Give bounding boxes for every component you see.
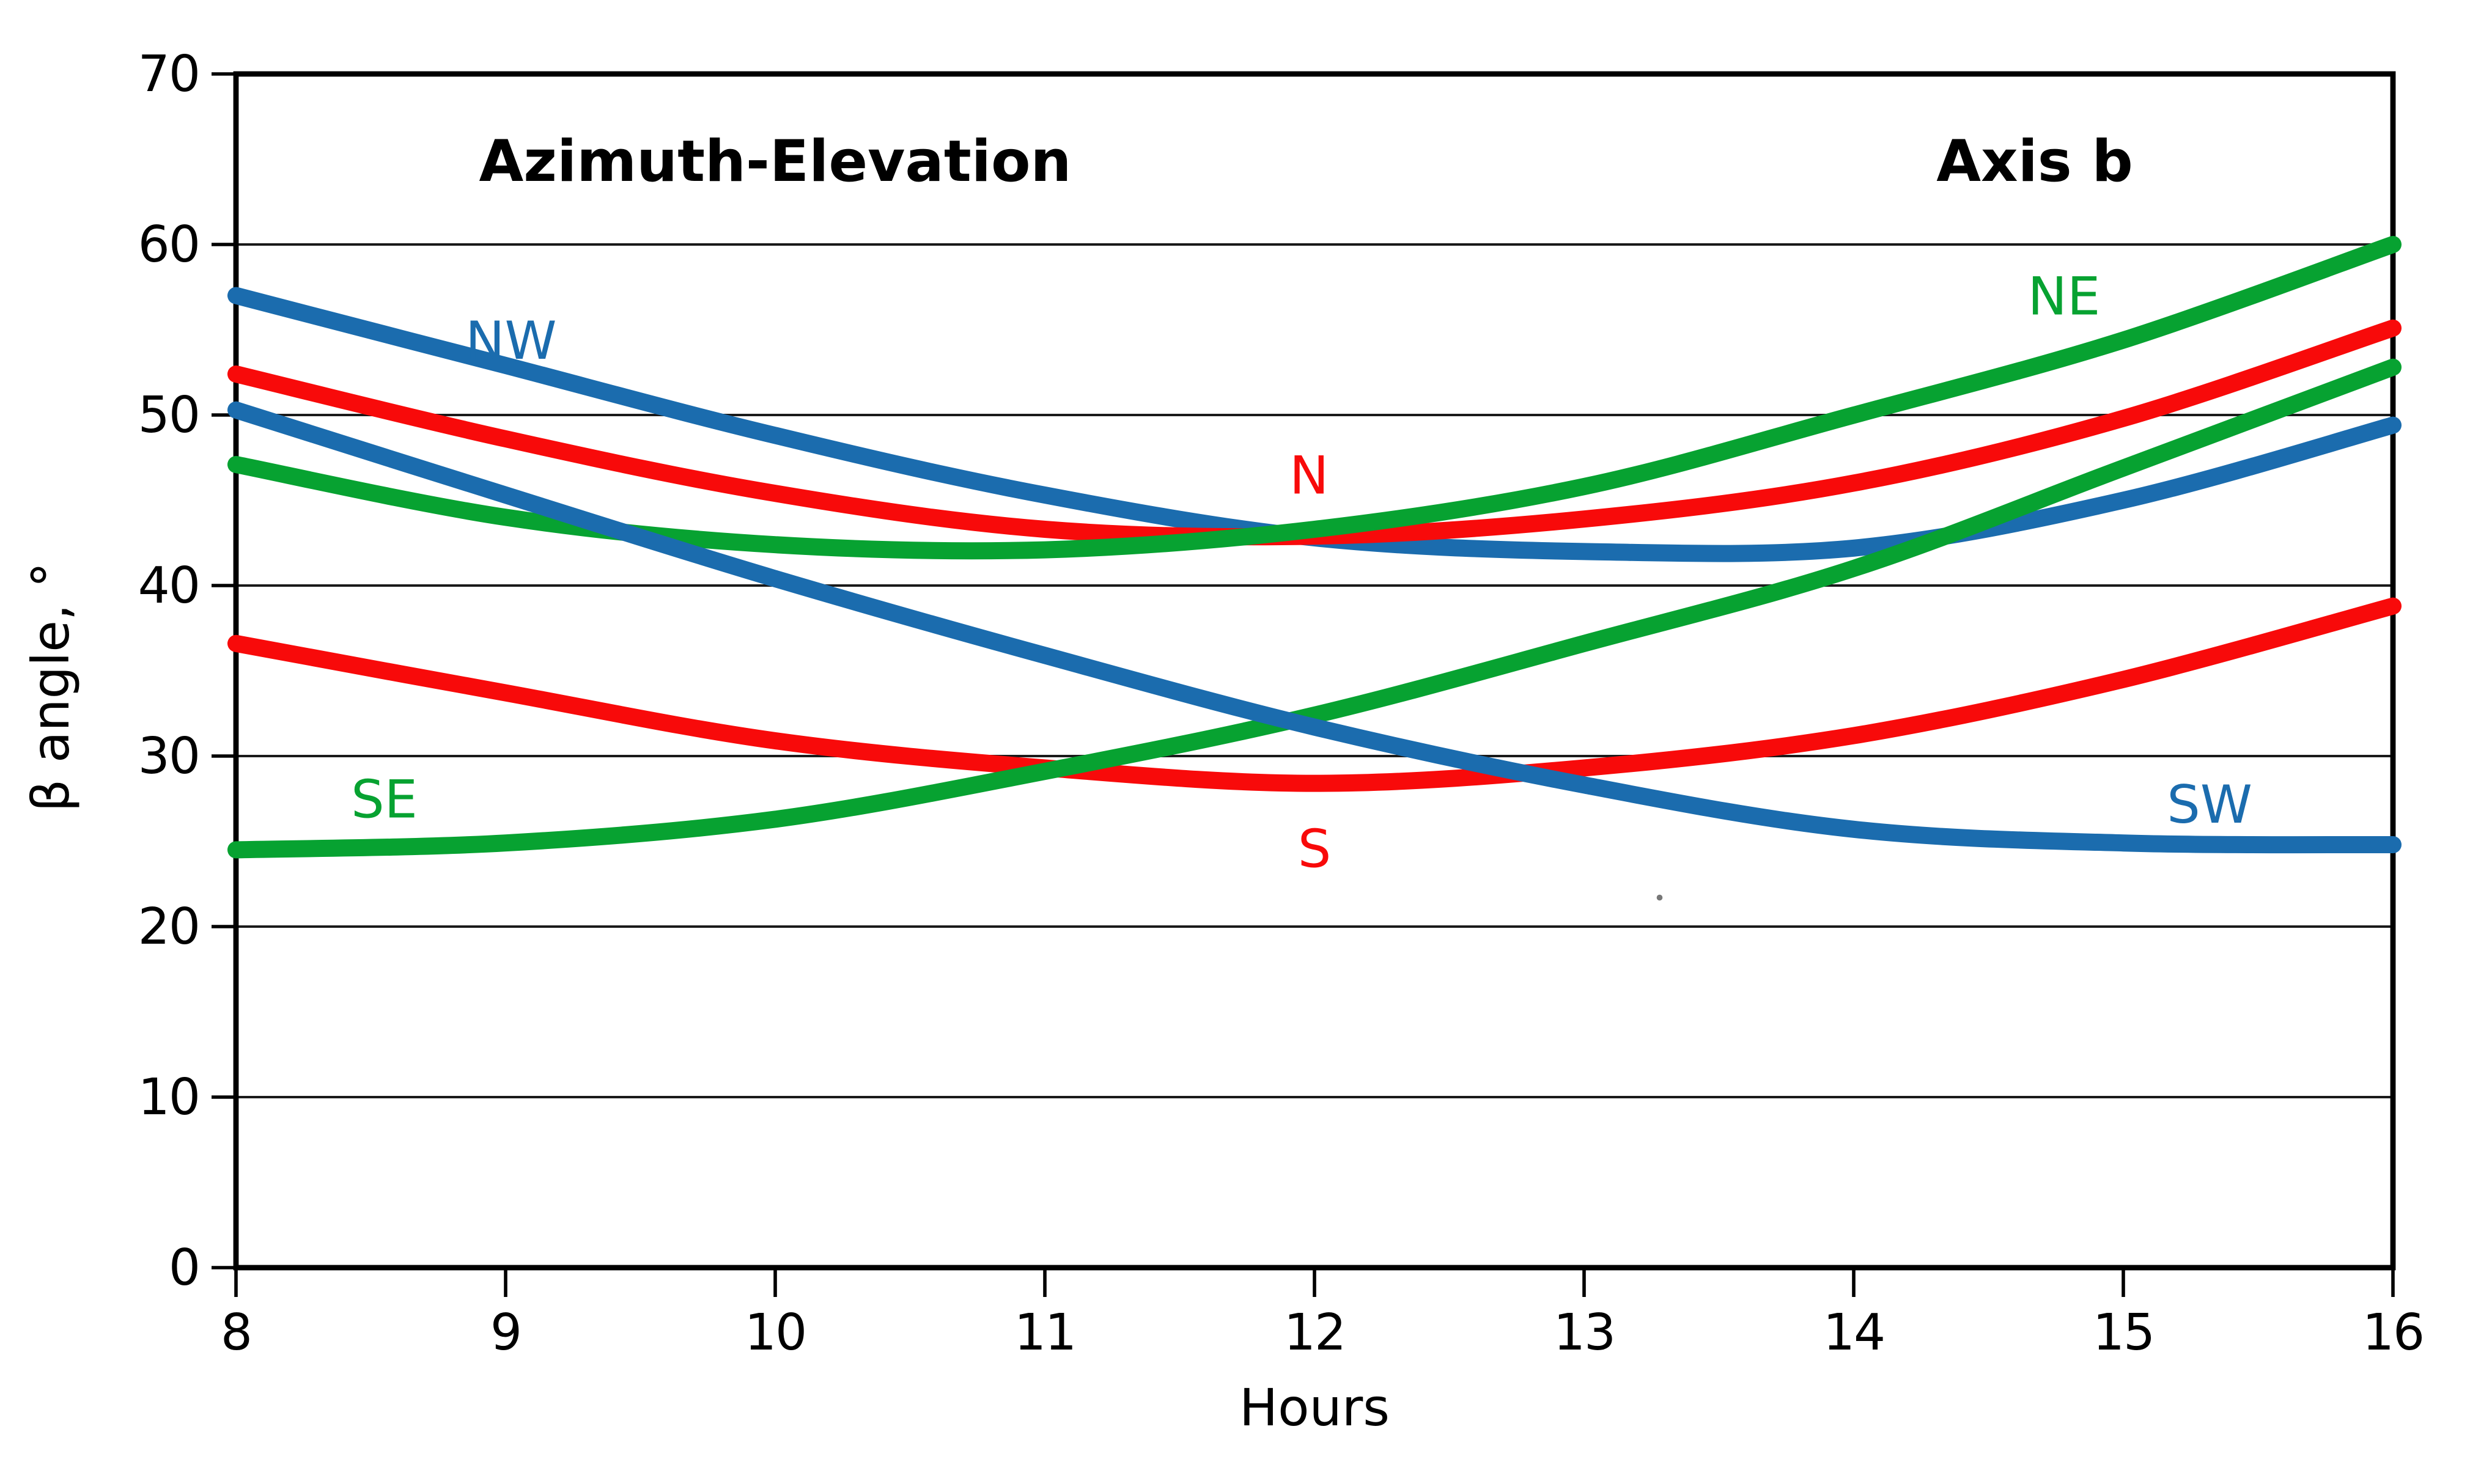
speck-artifact bbox=[1656, 894, 1663, 901]
curve-SW bbox=[227, 401, 2402, 854]
y-tick-label-10: 10 bbox=[138, 1068, 199, 1126]
y-tick-label-40: 40 bbox=[138, 557, 199, 615]
y-axis-title: β angle, ° bbox=[21, 562, 81, 812]
series-labels: NW N NE S SE SW bbox=[351, 266, 2252, 901]
axis-ticks bbox=[212, 72, 2395, 1297]
x-tick-label-16: 16 bbox=[2362, 1304, 2424, 1362]
series-label-NE: NE bbox=[2028, 266, 2101, 327]
y-tick-label-70: 70 bbox=[138, 45, 199, 103]
axis-tick-labels: 0 10 20 30 40 50 60 70 8 9 10 11 12 13 14 15 16 bbox=[138, 45, 2425, 1362]
series-label-NW: NW bbox=[465, 310, 556, 372]
x-tick-label-9: 9 bbox=[490, 1304, 521, 1362]
x-tick-label-8: 8 bbox=[221, 1304, 251, 1362]
series-label-SE: SE bbox=[351, 770, 418, 831]
x-tick-label-11: 11 bbox=[1014, 1304, 1075, 1362]
y-tick-label-60: 60 bbox=[138, 216, 199, 274]
x-tick-label-10: 10 bbox=[745, 1304, 806, 1362]
chart-title-right: Axis b bbox=[1936, 128, 2133, 195]
curve-SE bbox=[227, 358, 2402, 859]
data-curves bbox=[227, 236, 2402, 859]
x-tick-label-12: 12 bbox=[1284, 1304, 1345, 1362]
x-tick-label-14: 14 bbox=[1823, 1304, 1884, 1362]
y-tick-label-50: 50 bbox=[138, 386, 199, 444]
x-axis-title: Hours bbox=[1239, 1378, 1390, 1438]
series-label-S: S bbox=[1298, 818, 1332, 880]
y-tick-label-20: 20 bbox=[138, 898, 199, 956]
y-tick-label-30: 30 bbox=[138, 727, 199, 785]
y-tick-label-0: 0 bbox=[169, 1239, 199, 1297]
x-tick-label-15: 15 bbox=[2093, 1304, 2154, 1362]
curve-S bbox=[227, 597, 2402, 792]
plot-frame bbox=[233, 71, 2396, 1271]
x-tick-label-13: 13 bbox=[1554, 1304, 1615, 1362]
gridlines bbox=[236, 243, 2393, 1098]
series-label-SW: SW bbox=[2167, 774, 2252, 836]
series-label-N: N bbox=[1289, 445, 1329, 506]
chart-title-left: Azimuth-Elevation bbox=[479, 128, 1072, 195]
